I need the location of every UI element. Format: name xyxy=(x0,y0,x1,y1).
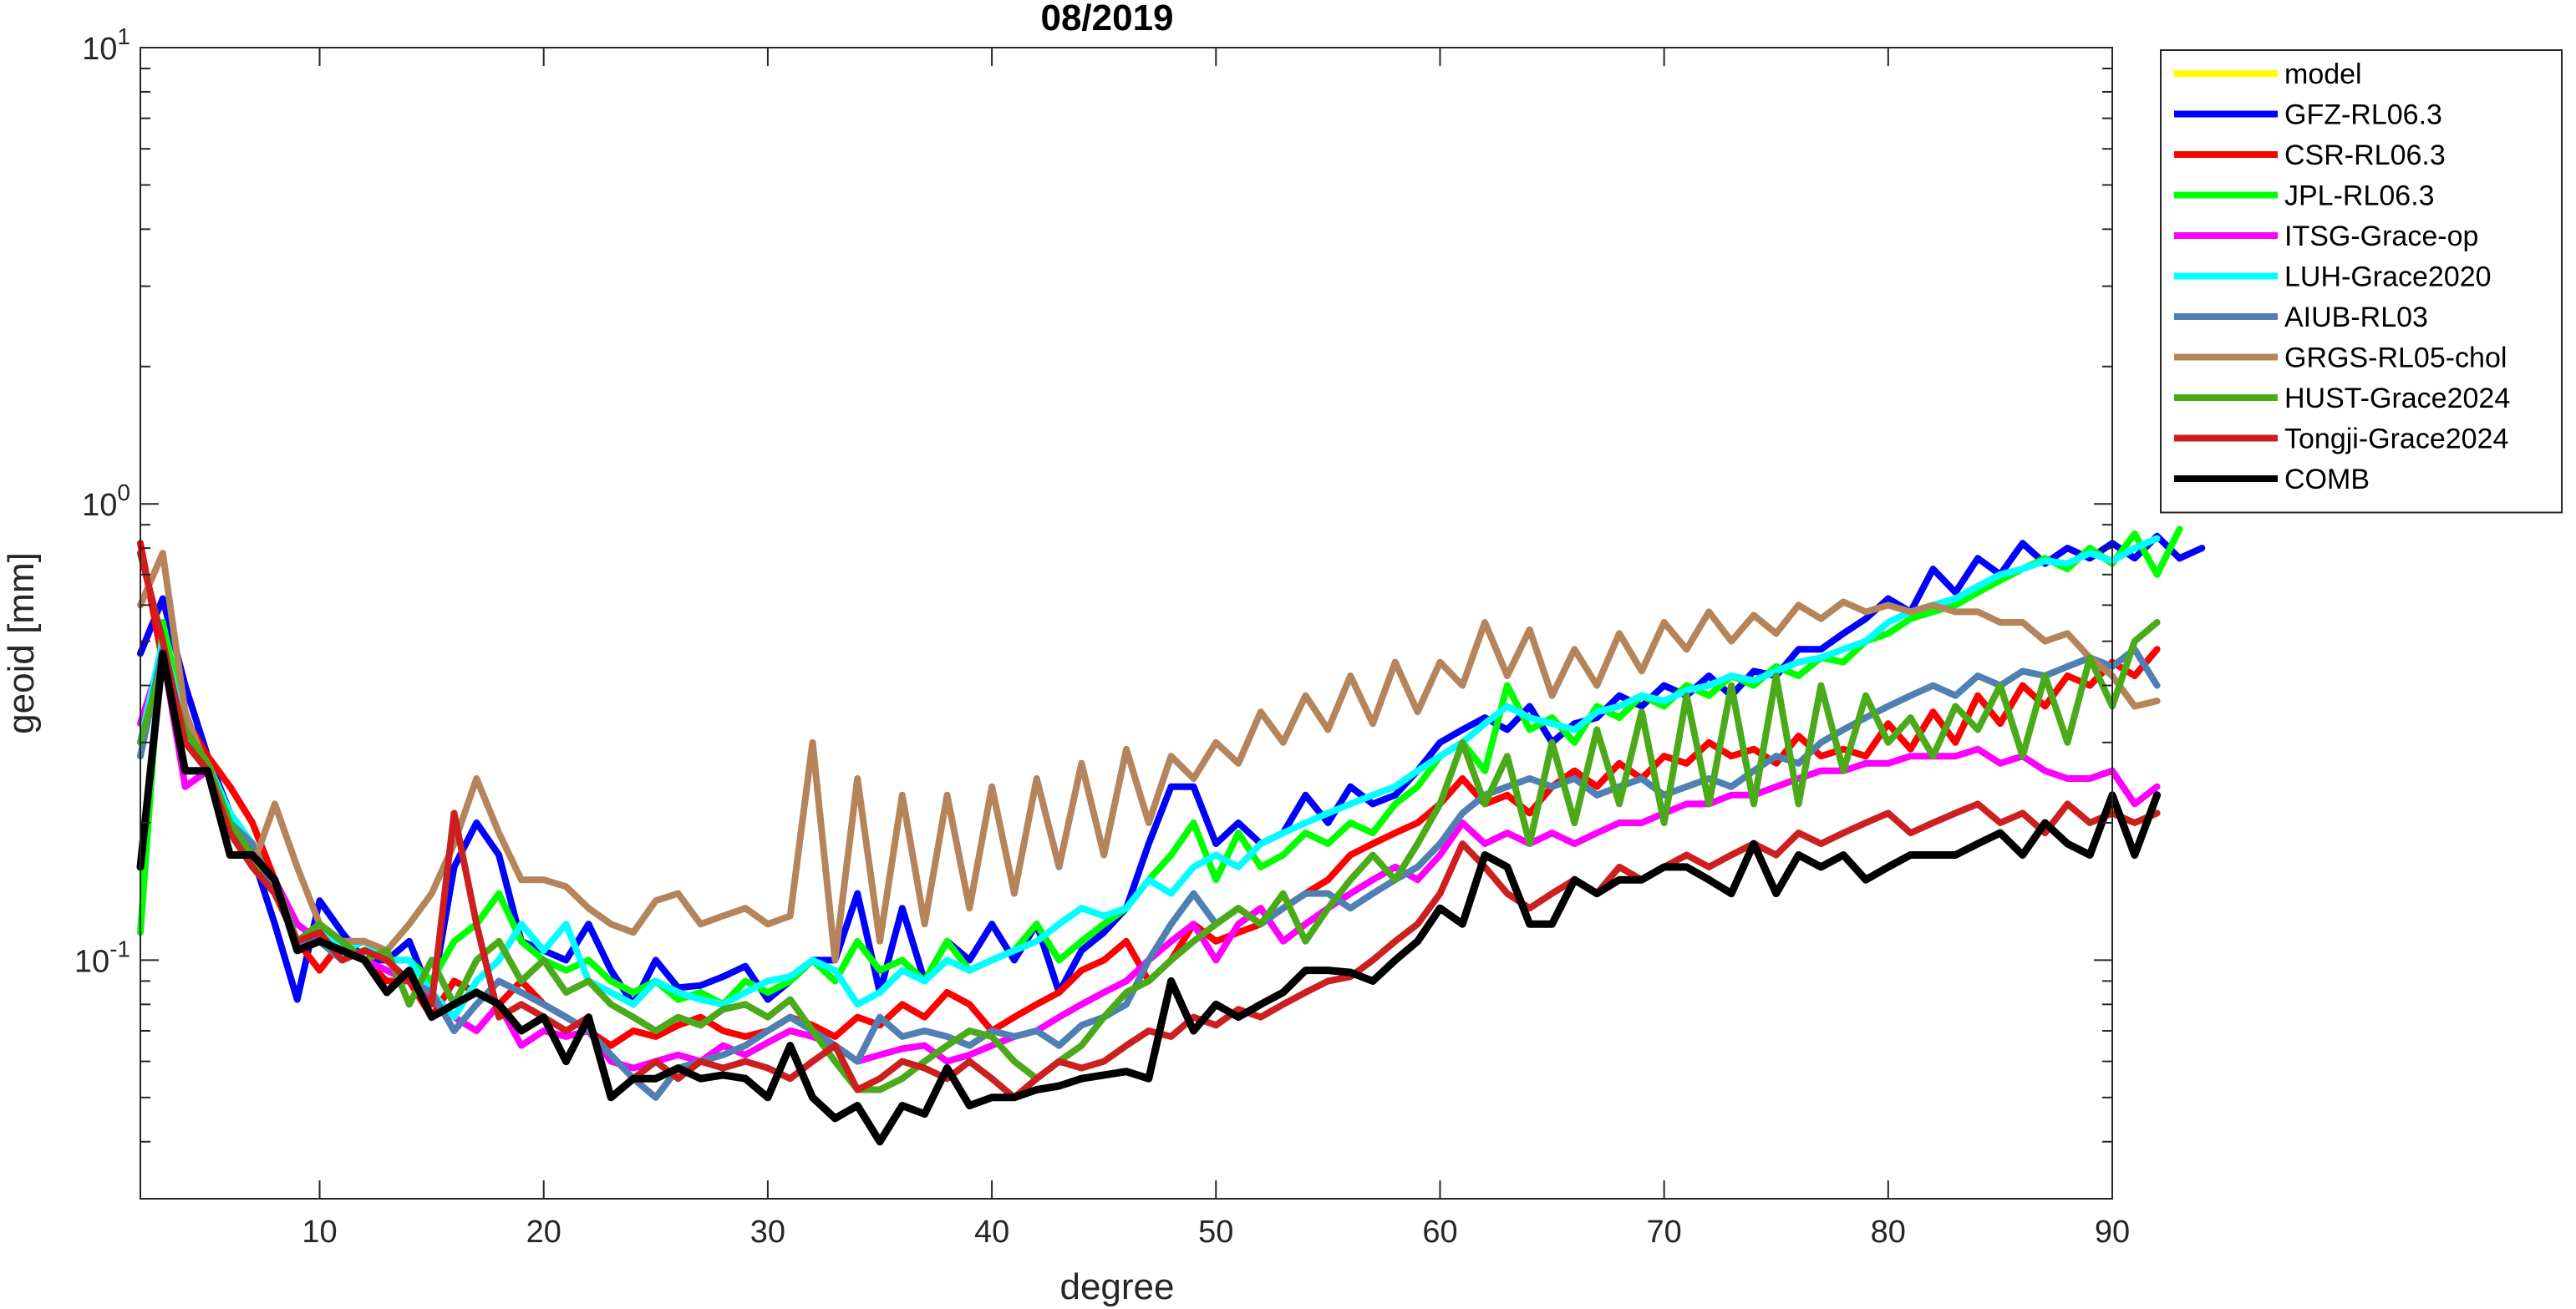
x-tick-label: 80 xyxy=(1871,1215,1906,1250)
y-tick-label-base: 10 xyxy=(82,32,117,67)
x-tick-label: 30 xyxy=(750,1215,785,1250)
series-line-hust-grace2024 xyxy=(137,619,2161,1093)
y-tick-label-exponent: 0 xyxy=(117,479,130,505)
series-layer xyxy=(136,525,2206,1146)
legend-label: ITSG-Grace-op xyxy=(2284,221,2478,252)
series-line-comb xyxy=(136,649,2162,1146)
y-tick-label-exponent: -1 xyxy=(109,936,130,961)
legend-label: HUST-Grace2024 xyxy=(2284,383,2510,414)
x-tick-label: 20 xyxy=(526,1215,561,1250)
series-line-gfz-rl06-3 xyxy=(137,532,2206,1008)
y-tick-label-base: 10 xyxy=(74,944,109,979)
legend-label: model xyxy=(2284,58,2362,90)
plot-area-frame xyxy=(140,47,2113,1200)
y-tick-label-base: 10 xyxy=(82,488,117,523)
legend-label: GRGS-RL05-chol xyxy=(2284,342,2507,374)
x-axis-title: degree xyxy=(1059,1266,1174,1307)
series-line-jpl-rl06-3 xyxy=(137,525,2183,1008)
y-tick-label-exponent: 1 xyxy=(117,23,130,49)
series-line-luh-grace2020 xyxy=(137,535,2161,1021)
y-tick-label: 10-1 xyxy=(74,936,130,979)
legend-label: CSR-RL06.3 xyxy=(2284,140,2446,171)
legend-label: COMB xyxy=(2284,464,2370,495)
x-tick-label: 10 xyxy=(302,1215,337,1250)
x-tick-label: 40 xyxy=(974,1215,1009,1250)
x-tick-label: 60 xyxy=(1422,1215,1457,1250)
y-tick-label: 100 xyxy=(82,479,130,523)
x-tick-label: 90 xyxy=(2095,1215,2130,1250)
y-axis-title: geoid [mm] xyxy=(1,552,42,734)
legend-label: GFZ-RL06.3 xyxy=(2284,99,2442,131)
legend-label: JPL-RL06.3 xyxy=(2284,180,2435,212)
x-tick-label: 70 xyxy=(1646,1215,1681,1250)
series-line-tongji-grace2024 xyxy=(137,550,2161,1101)
legend: model GFZ-RL06.3 CSR-RL06.3 JPL-RL06.3 ITSG-… xyxy=(2160,49,2563,514)
x-tick-label: 50 xyxy=(1198,1215,1233,1250)
y-tick-label: 101 xyxy=(82,23,130,67)
chart-title: 08/2019 xyxy=(1040,0,1173,38)
legend-label: LUH-Grace2020 xyxy=(2284,261,2492,293)
legend-label: Tongji-Grace2024 xyxy=(2284,424,2508,455)
series-line-aiub-rl03 xyxy=(137,646,2161,1101)
series-line-grgs-rl05-chol xyxy=(137,550,2161,964)
legend-label: AIUB-RL03 xyxy=(2284,302,2428,333)
